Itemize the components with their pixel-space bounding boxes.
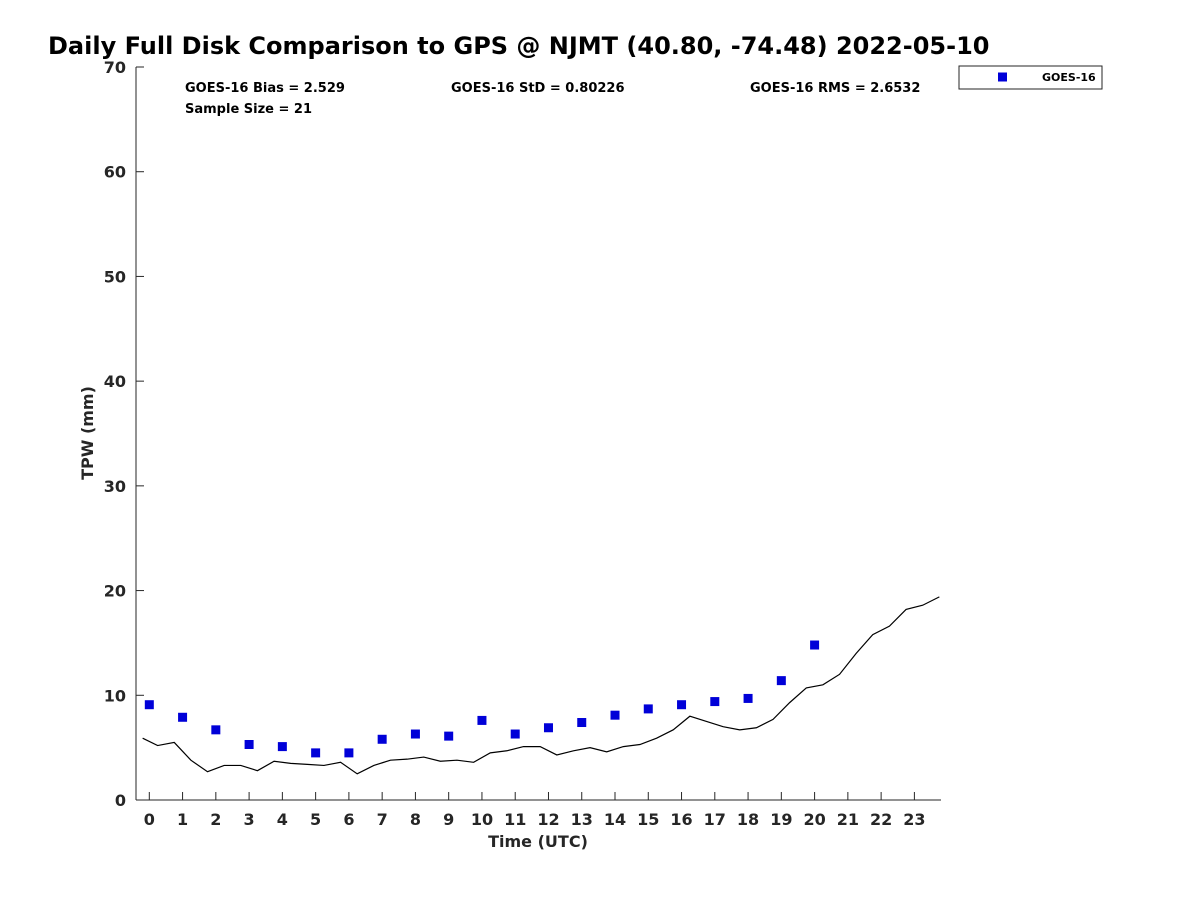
goes16-point [144,700,154,710]
x-tick-label: 12 [537,810,559,829]
goes16-point [344,748,354,758]
goes16-point [743,693,753,703]
x-tick-label: 7 [377,810,388,829]
stat-sample-size: Sample Size = 21 [185,102,312,117]
gps-series-line [142,596,940,775]
goes16-point [710,697,720,707]
goes16-point [477,715,487,725]
x-tick-label: 2 [210,810,221,829]
y-axis: 0 10 20 30 40 50 60 70 [104,58,144,810]
x-tick-label: 0 [144,810,155,829]
x-tick-label: 8 [410,810,421,829]
x-tick-label: 15 [637,810,659,829]
x-tick-label: 18 [737,810,759,829]
y-axis-label: TPW (mm) [78,386,97,480]
y-tick-label: 20 [104,582,126,601]
x-tick-label: 17 [704,810,726,829]
goes16-point [377,734,387,744]
chart-title: Daily Full Disk Comparison to GPS @ NJMT… [48,32,989,60]
goes16-point [610,710,620,720]
gps-line [142,596,940,775]
goes16-point [211,725,221,735]
goes16-point [444,731,454,741]
y-tick-label: 30 [104,477,126,496]
goes16-point [677,700,687,710]
x-tick-label: 9 [443,810,454,829]
x-tick-label: 20 [803,810,825,829]
legend: GOES-16 [958,65,1103,90]
y-tick-label: 40 [104,372,126,391]
x-axis-label: Time (UTC) [488,832,588,851]
x-tick-label: 22 [870,810,892,829]
stat-rms: GOES-16 RMS = 2.6532 [750,81,920,96]
y-tick-label: 50 [104,267,126,286]
goes16-point [776,676,786,686]
x-tick-label: 11 [504,810,526,829]
goes16-point [277,742,287,752]
goes16-point [244,740,254,749]
goes16-point [810,640,820,650]
x-tick-label: 3 [244,810,255,829]
y-tick-label: 0 [115,791,126,810]
y-tick-label: 70 [104,58,126,77]
x-tick-label: 13 [571,810,593,829]
x-axis: 0 1 2 3 4 5 6 7 8 9 10 11 12 13 14 15 16 17 18 19 20 21 22 23 [144,792,926,829]
stat-bias: GOES-16 Bias = 2.529 [185,81,345,96]
y-tick-label: 10 [104,686,126,705]
stat-std: GOES-16 StD = 0.80226 [451,81,625,96]
x-tick-label: 16 [670,810,692,829]
goes16-point [178,712,188,722]
y-tick-label: 60 [104,163,126,182]
goes16-point [311,748,321,758]
goes16-point [410,729,420,739]
legend-box [958,65,1103,90]
goes16-point [643,704,653,714]
x-tick-label: 21 [837,810,859,829]
x-tick-label: 14 [604,810,626,829]
x-tick-label: 1 [177,810,188,829]
x-tick-label: 23 [903,810,925,829]
x-tick-label: 19 [770,810,792,829]
goes16-point [543,723,553,733]
x-tick-label: 6 [343,810,354,829]
goes16-markers [144,640,820,758]
legend-marker-icon [998,72,1007,82]
x-tick-label: 4 [277,810,288,829]
legend-entry-goes16: GOES-16 [1042,71,1096,84]
goes16-point [577,718,587,728]
goes16-point [510,729,520,739]
x-tick-label: 10 [471,810,493,829]
x-tick-label: 5 [310,810,321,829]
